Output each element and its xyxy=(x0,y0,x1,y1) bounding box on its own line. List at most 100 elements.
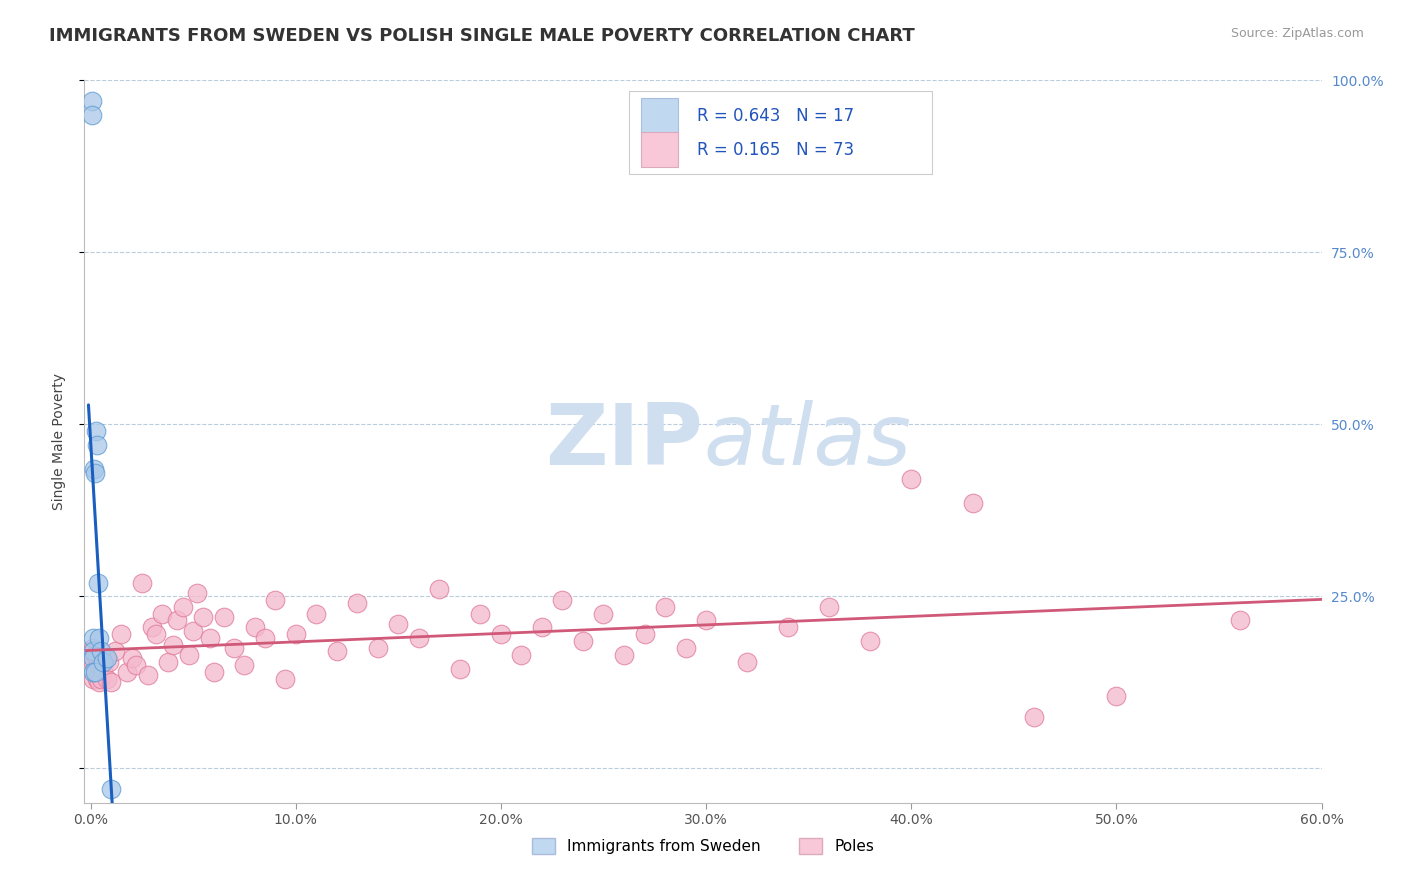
Point xyxy=(91,655,114,669)
Point xyxy=(82,651,104,665)
Point xyxy=(87,675,110,690)
Point xyxy=(94,651,117,665)
Point xyxy=(82,640,104,655)
Point xyxy=(243,620,266,634)
Point xyxy=(86,438,108,452)
Point xyxy=(141,620,163,634)
Point xyxy=(198,631,221,645)
Point xyxy=(186,586,208,600)
Point xyxy=(172,599,194,614)
Point xyxy=(695,614,717,628)
Point xyxy=(86,672,108,686)
Point xyxy=(166,614,188,628)
Point xyxy=(82,665,104,679)
Point xyxy=(470,607,492,621)
Text: Source: ZipAtlas.com: Source: ZipAtlas.com xyxy=(1230,27,1364,40)
Point xyxy=(592,607,614,621)
Point xyxy=(131,575,153,590)
Point xyxy=(1229,614,1251,628)
Y-axis label: Single Male Poverty: Single Male Poverty xyxy=(52,373,66,510)
Text: atlas: atlas xyxy=(703,400,911,483)
FancyBboxPatch shape xyxy=(628,91,932,174)
Point xyxy=(859,634,882,648)
Point xyxy=(84,424,107,438)
Point xyxy=(87,658,110,673)
Point xyxy=(83,665,105,679)
Point xyxy=(87,631,110,645)
Point xyxy=(150,607,173,621)
Point xyxy=(408,631,430,645)
Point xyxy=(284,627,307,641)
Point xyxy=(98,655,121,669)
Point xyxy=(778,620,800,634)
Point xyxy=(962,496,984,510)
Point xyxy=(82,108,104,122)
Point xyxy=(253,631,276,645)
Point xyxy=(654,599,676,614)
FancyBboxPatch shape xyxy=(641,132,678,167)
Point xyxy=(177,648,200,662)
Point xyxy=(91,662,114,676)
Point xyxy=(675,640,697,655)
Text: ZIP: ZIP xyxy=(546,400,703,483)
Point xyxy=(233,658,256,673)
Point xyxy=(326,644,349,658)
Text: R = 0.165   N = 73: R = 0.165 N = 73 xyxy=(697,141,853,159)
Point xyxy=(193,610,215,624)
Point xyxy=(86,651,108,665)
Point xyxy=(367,640,389,655)
Point xyxy=(83,466,105,480)
Point xyxy=(633,627,655,641)
Point xyxy=(427,582,450,597)
Point xyxy=(145,627,167,641)
Point xyxy=(136,668,159,682)
Point xyxy=(121,651,143,665)
Text: R = 0.643   N = 17: R = 0.643 N = 17 xyxy=(697,107,853,125)
Point xyxy=(900,472,922,486)
Point xyxy=(100,675,122,690)
Point xyxy=(387,616,409,631)
Point xyxy=(82,644,104,658)
Point xyxy=(82,94,104,108)
Point xyxy=(90,672,112,686)
Point xyxy=(83,662,105,676)
Point xyxy=(162,638,184,652)
Point xyxy=(530,620,553,634)
Point xyxy=(100,782,122,797)
Point xyxy=(1024,710,1046,724)
Point xyxy=(212,610,235,624)
Point xyxy=(83,648,105,662)
Point xyxy=(82,631,104,645)
Point xyxy=(83,462,105,476)
Point xyxy=(96,651,118,665)
Point xyxy=(117,665,139,679)
Point xyxy=(124,658,146,673)
Point xyxy=(82,672,104,686)
Point xyxy=(346,596,368,610)
Legend: Immigrants from Sweden, Poles: Immigrants from Sweden, Poles xyxy=(526,832,880,860)
Point xyxy=(449,662,471,676)
Point xyxy=(157,655,180,669)
Point xyxy=(104,644,127,658)
Point xyxy=(572,634,595,648)
Point xyxy=(224,640,246,655)
Text: IMMIGRANTS FROM SWEDEN VS POLISH SINGLE MALE POVERTY CORRELATION CHART: IMMIGRANTS FROM SWEDEN VS POLISH SINGLE … xyxy=(49,27,915,45)
Point xyxy=(90,644,112,658)
Point xyxy=(1105,689,1128,703)
Point xyxy=(551,592,574,607)
Point xyxy=(181,624,204,638)
Point xyxy=(86,575,108,590)
Point xyxy=(96,672,118,686)
Point xyxy=(613,648,636,662)
Point xyxy=(510,648,533,662)
FancyBboxPatch shape xyxy=(641,98,678,133)
Point xyxy=(818,599,841,614)
Point xyxy=(110,627,132,641)
Point xyxy=(82,655,104,669)
Point xyxy=(264,592,287,607)
Point xyxy=(274,672,297,686)
Point xyxy=(735,655,758,669)
Point xyxy=(489,627,512,641)
Point xyxy=(90,655,112,669)
Point xyxy=(305,607,328,621)
